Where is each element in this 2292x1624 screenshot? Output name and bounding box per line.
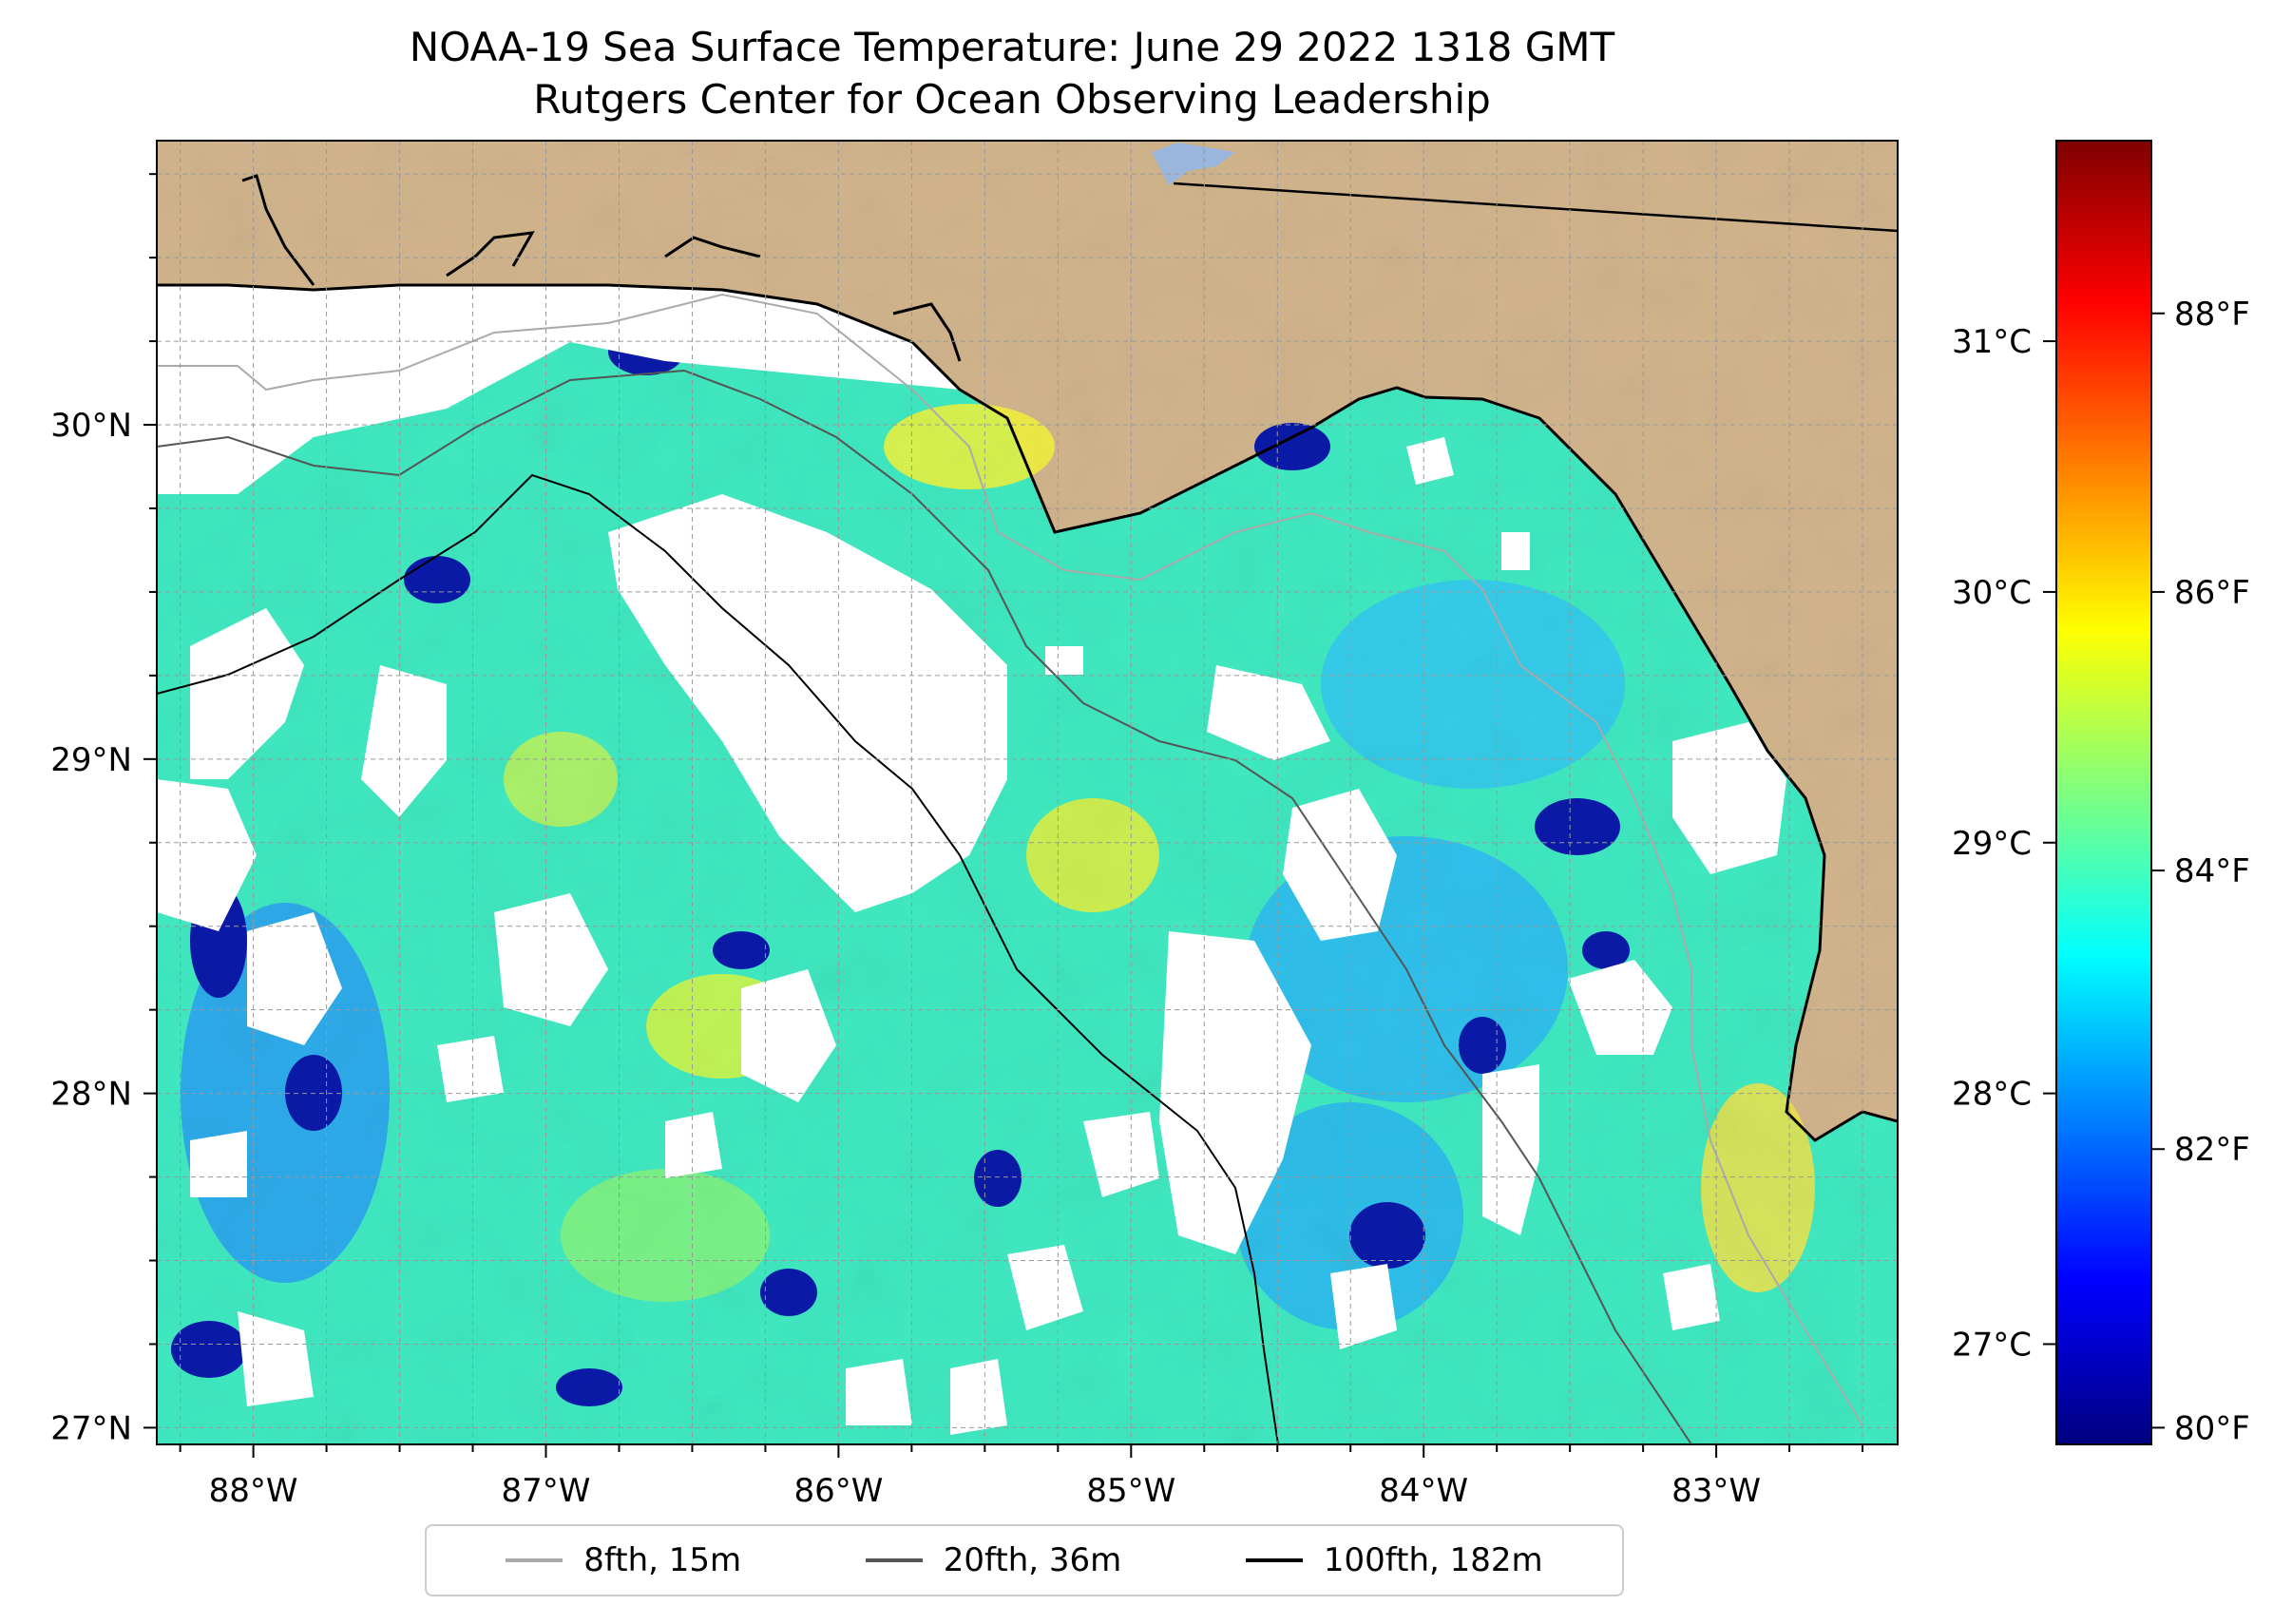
graticule	[157, 141, 1898, 1444]
y-tick-label: 30°N	[50, 407, 132, 445]
fahrenheit-tick-label: 82°F	[2174, 1131, 2250, 1169]
x-tick-label: 84°W	[1379, 1472, 1468, 1510]
colorbar	[2055, 140, 2152, 1445]
celsius-tick-label: 28°C	[1952, 1076, 2032, 1114]
fahrenheit-tick-label: 86°F	[2174, 574, 2250, 612]
coastline	[157, 283, 1898, 1142]
bay-inlets	[241, 174, 962, 362]
x-tick-label: 87°W	[502, 1472, 591, 1510]
map-area	[157, 141, 1898, 1444]
colorbar-ticks: 31°C 30°C 29°C 28°C 27°C 88°F 86°F 84°F 82°F 80°F	[1952, 296, 2250, 1448]
celsius-tick-label: 30°C	[1952, 574, 2032, 612]
contour-100fth-182m	[157, 473, 1279, 1444]
contour-legend: 8fth, 15m 20fth, 36m 100fth, 182m	[425, 1524, 1624, 1596]
x-tick-label: 83°W	[1671, 1472, 1761, 1510]
map-axes: 88°W 87°W 86°W 85°W 84°W 83°W 30°N 29°N 28°N 27°N	[50, 173, 1864, 1510]
legend-item: 100fth, 182m	[1245, 1541, 1543, 1579]
legend-label: 20fth, 36m	[943, 1541, 1122, 1579]
chart-subtitle: Rutgers Center for Ocean Observing Leade…	[533, 76, 1491, 123]
legend-line-swatch	[1245, 1558, 1303, 1562]
lake	[1152, 143, 1235, 185]
legend-line-swatch	[865, 1558, 923, 1562]
y-tick-label: 28°N	[50, 1076, 132, 1114]
x-tick-label: 85°W	[1086, 1472, 1175, 1510]
chart-title: NOAA-19 Sea Surface Temperature: June 29…	[409, 24, 1615, 70]
celsius-tick-label: 27°C	[1952, 1326, 2032, 1364]
y-tick-label: 27°N	[50, 1409, 132, 1447]
legend-item: 8fth, 15m	[506, 1541, 741, 1579]
celsius-tick-label: 29°C	[1952, 825, 2032, 863]
y-tick-label: 29°N	[50, 741, 132, 779]
x-tick-label: 88°W	[209, 1472, 298, 1510]
contour-8fth-15m	[157, 293, 1863, 1426]
state-boundary	[1173, 182, 1898, 233]
legend-label: 100fth, 182m	[1323, 1541, 1543, 1579]
celsius-tick-label: 31°C	[1952, 323, 2032, 361]
map-frame	[156, 140, 1899, 1445]
fahrenheit-tick-label: 84°F	[2174, 852, 2250, 890]
x-tick-label: 86°W	[793, 1472, 883, 1510]
contour-20fth-36m	[157, 369, 1692, 1444]
legend-item: 20fth, 36m	[865, 1541, 1122, 1579]
legend-line-swatch	[506, 1558, 563, 1562]
legend-label: 8fth, 15m	[583, 1541, 742, 1579]
fahrenheit-tick-label: 88°F	[2174, 296, 2250, 334]
fahrenheit-tick-label: 80°F	[2174, 1409, 2250, 1447]
no-data-cloud-mask	[157, 285, 1786, 1435]
